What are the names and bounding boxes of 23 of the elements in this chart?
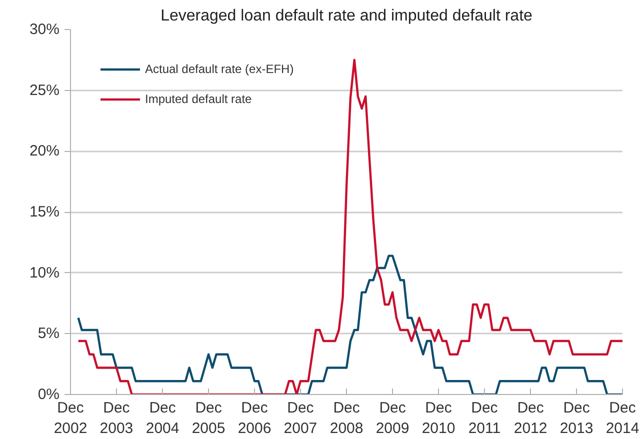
line-series bbox=[77, 58, 622, 394]
line-series bbox=[77, 254, 622, 394]
legend-label: Imputed default rate bbox=[145, 92, 252, 106]
x-tick-label: Dec 2005 bbox=[192, 400, 226, 437]
x-tick-label: Dec 2004 bbox=[146, 400, 180, 437]
x-tick-label: Dec 2012 bbox=[514, 400, 548, 437]
chart-title: Leveraged loan default rate and imputed default rate bbox=[160, 8, 533, 24]
x-tick-label: Dec 2007 bbox=[284, 400, 318, 437]
x-tick-label: Dec 2003 bbox=[100, 400, 134, 437]
x-tick-label: Dec 2014 bbox=[606, 400, 640, 437]
y-tick-label: 10% bbox=[29, 264, 60, 282]
y-tick-label: 30% bbox=[29, 21, 60, 38]
x-tick-label: Dec 2009 bbox=[376, 400, 410, 437]
y-tick-label: 15% bbox=[29, 204, 60, 220]
x-tick-label: Dec 2011 bbox=[468, 400, 501, 437]
x-tick-label: Dec 2008 bbox=[330, 400, 364, 437]
legend-label: Actual default rate (ex-EFH) bbox=[145, 62, 294, 76]
y-tick-label: 20% bbox=[29, 142, 60, 160]
x-tick-label: Dec 2010 bbox=[422, 400, 456, 437]
x-tick-label: Dec 2013 bbox=[560, 400, 594, 437]
x-tick-label: Dec 2006 bbox=[238, 400, 272, 437]
y-tick-label: 25% bbox=[29, 82, 60, 99]
y-tick-label: 5% bbox=[38, 325, 60, 342]
